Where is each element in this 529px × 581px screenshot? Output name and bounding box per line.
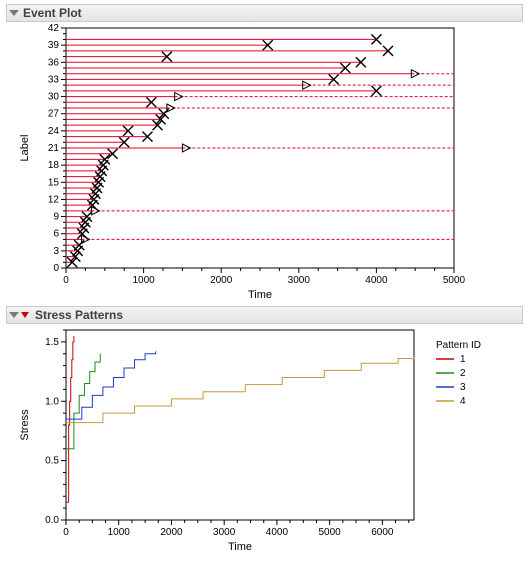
svg-text:39: 39 bbox=[48, 40, 60, 51]
svg-text:6000: 6000 bbox=[371, 527, 394, 538]
svg-text:0.5: 0.5 bbox=[45, 456, 59, 467]
svg-text:42: 42 bbox=[48, 23, 60, 34]
svg-text:1000: 1000 bbox=[132, 275, 155, 286]
svg-text:12: 12 bbox=[48, 194, 60, 205]
svg-text:3: 3 bbox=[53, 246, 59, 257]
panel-header-stress-patterns[interactable]: Stress Patterns bbox=[6, 306, 523, 324]
svg-text:0: 0 bbox=[53, 263, 59, 274]
svg-text:2000: 2000 bbox=[160, 527, 183, 538]
svg-text:Label: Label bbox=[19, 135, 31, 162]
disclosure-icon[interactable] bbox=[9, 312, 19, 318]
svg-text:36: 36 bbox=[48, 57, 60, 68]
svg-text:5000: 5000 bbox=[319, 527, 342, 538]
svg-text:4000: 4000 bbox=[266, 527, 289, 538]
svg-text:1.5: 1.5 bbox=[45, 337, 59, 348]
svg-text:3000: 3000 bbox=[288, 275, 311, 286]
svg-text:30: 30 bbox=[48, 92, 60, 103]
svg-text:6: 6 bbox=[53, 229, 59, 240]
svg-text:2: 2 bbox=[460, 368, 466, 379]
svg-text:Stress: Stress bbox=[19, 409, 31, 441]
panel-title: Stress Patterns bbox=[35, 308, 123, 322]
svg-text:4000: 4000 bbox=[365, 275, 388, 286]
event-plot-chart: 0100020003000400050000369121518212427303… bbox=[6, 22, 523, 304]
svg-text:18: 18 bbox=[48, 160, 60, 171]
svg-text:0.0: 0.0 bbox=[45, 515, 59, 526]
svg-text:27: 27 bbox=[48, 109, 60, 120]
page: Event Plot 01000200030004000500003691215… bbox=[0, 0, 529, 581]
stress-patterns-chart: 0 1000 2000 3000 4000 5000 6000 0.0 0.5 1.0 1.5 Tim… bbox=[6, 324, 523, 572]
svg-text:2000: 2000 bbox=[210, 275, 233, 286]
svg-text:1.0: 1.0 bbox=[45, 396, 59, 407]
svg-text:21: 21 bbox=[48, 143, 60, 154]
svg-text:33: 33 bbox=[48, 74, 60, 85]
panel-title: Event Plot bbox=[23, 6, 82, 20]
svg-text:4: 4 bbox=[460, 396, 466, 407]
svg-text:1000: 1000 bbox=[108, 527, 131, 538]
panel-header-event-plot[interactable]: Event Plot bbox=[6, 4, 523, 22]
svg-text:Time: Time bbox=[228, 541, 252, 553]
svg-text:5000: 5000 bbox=[443, 275, 466, 286]
svg-text:0: 0 bbox=[63, 527, 69, 538]
svg-text:1: 1 bbox=[460, 354, 466, 365]
svg-text:0: 0 bbox=[63, 275, 69, 286]
svg-text:9: 9 bbox=[53, 212, 59, 223]
svg-text:15: 15 bbox=[48, 177, 60, 188]
hotspot-icon[interactable] bbox=[21, 312, 29, 318]
svg-text:3000: 3000 bbox=[213, 527, 236, 538]
svg-text:3: 3 bbox=[460, 382, 466, 393]
svg-text:Time: Time bbox=[248, 289, 272, 301]
svg-text:24: 24 bbox=[48, 126, 60, 137]
svg-text:Pattern ID: Pattern ID bbox=[436, 340, 481, 351]
disclosure-icon[interactable] bbox=[9, 10, 19, 16]
